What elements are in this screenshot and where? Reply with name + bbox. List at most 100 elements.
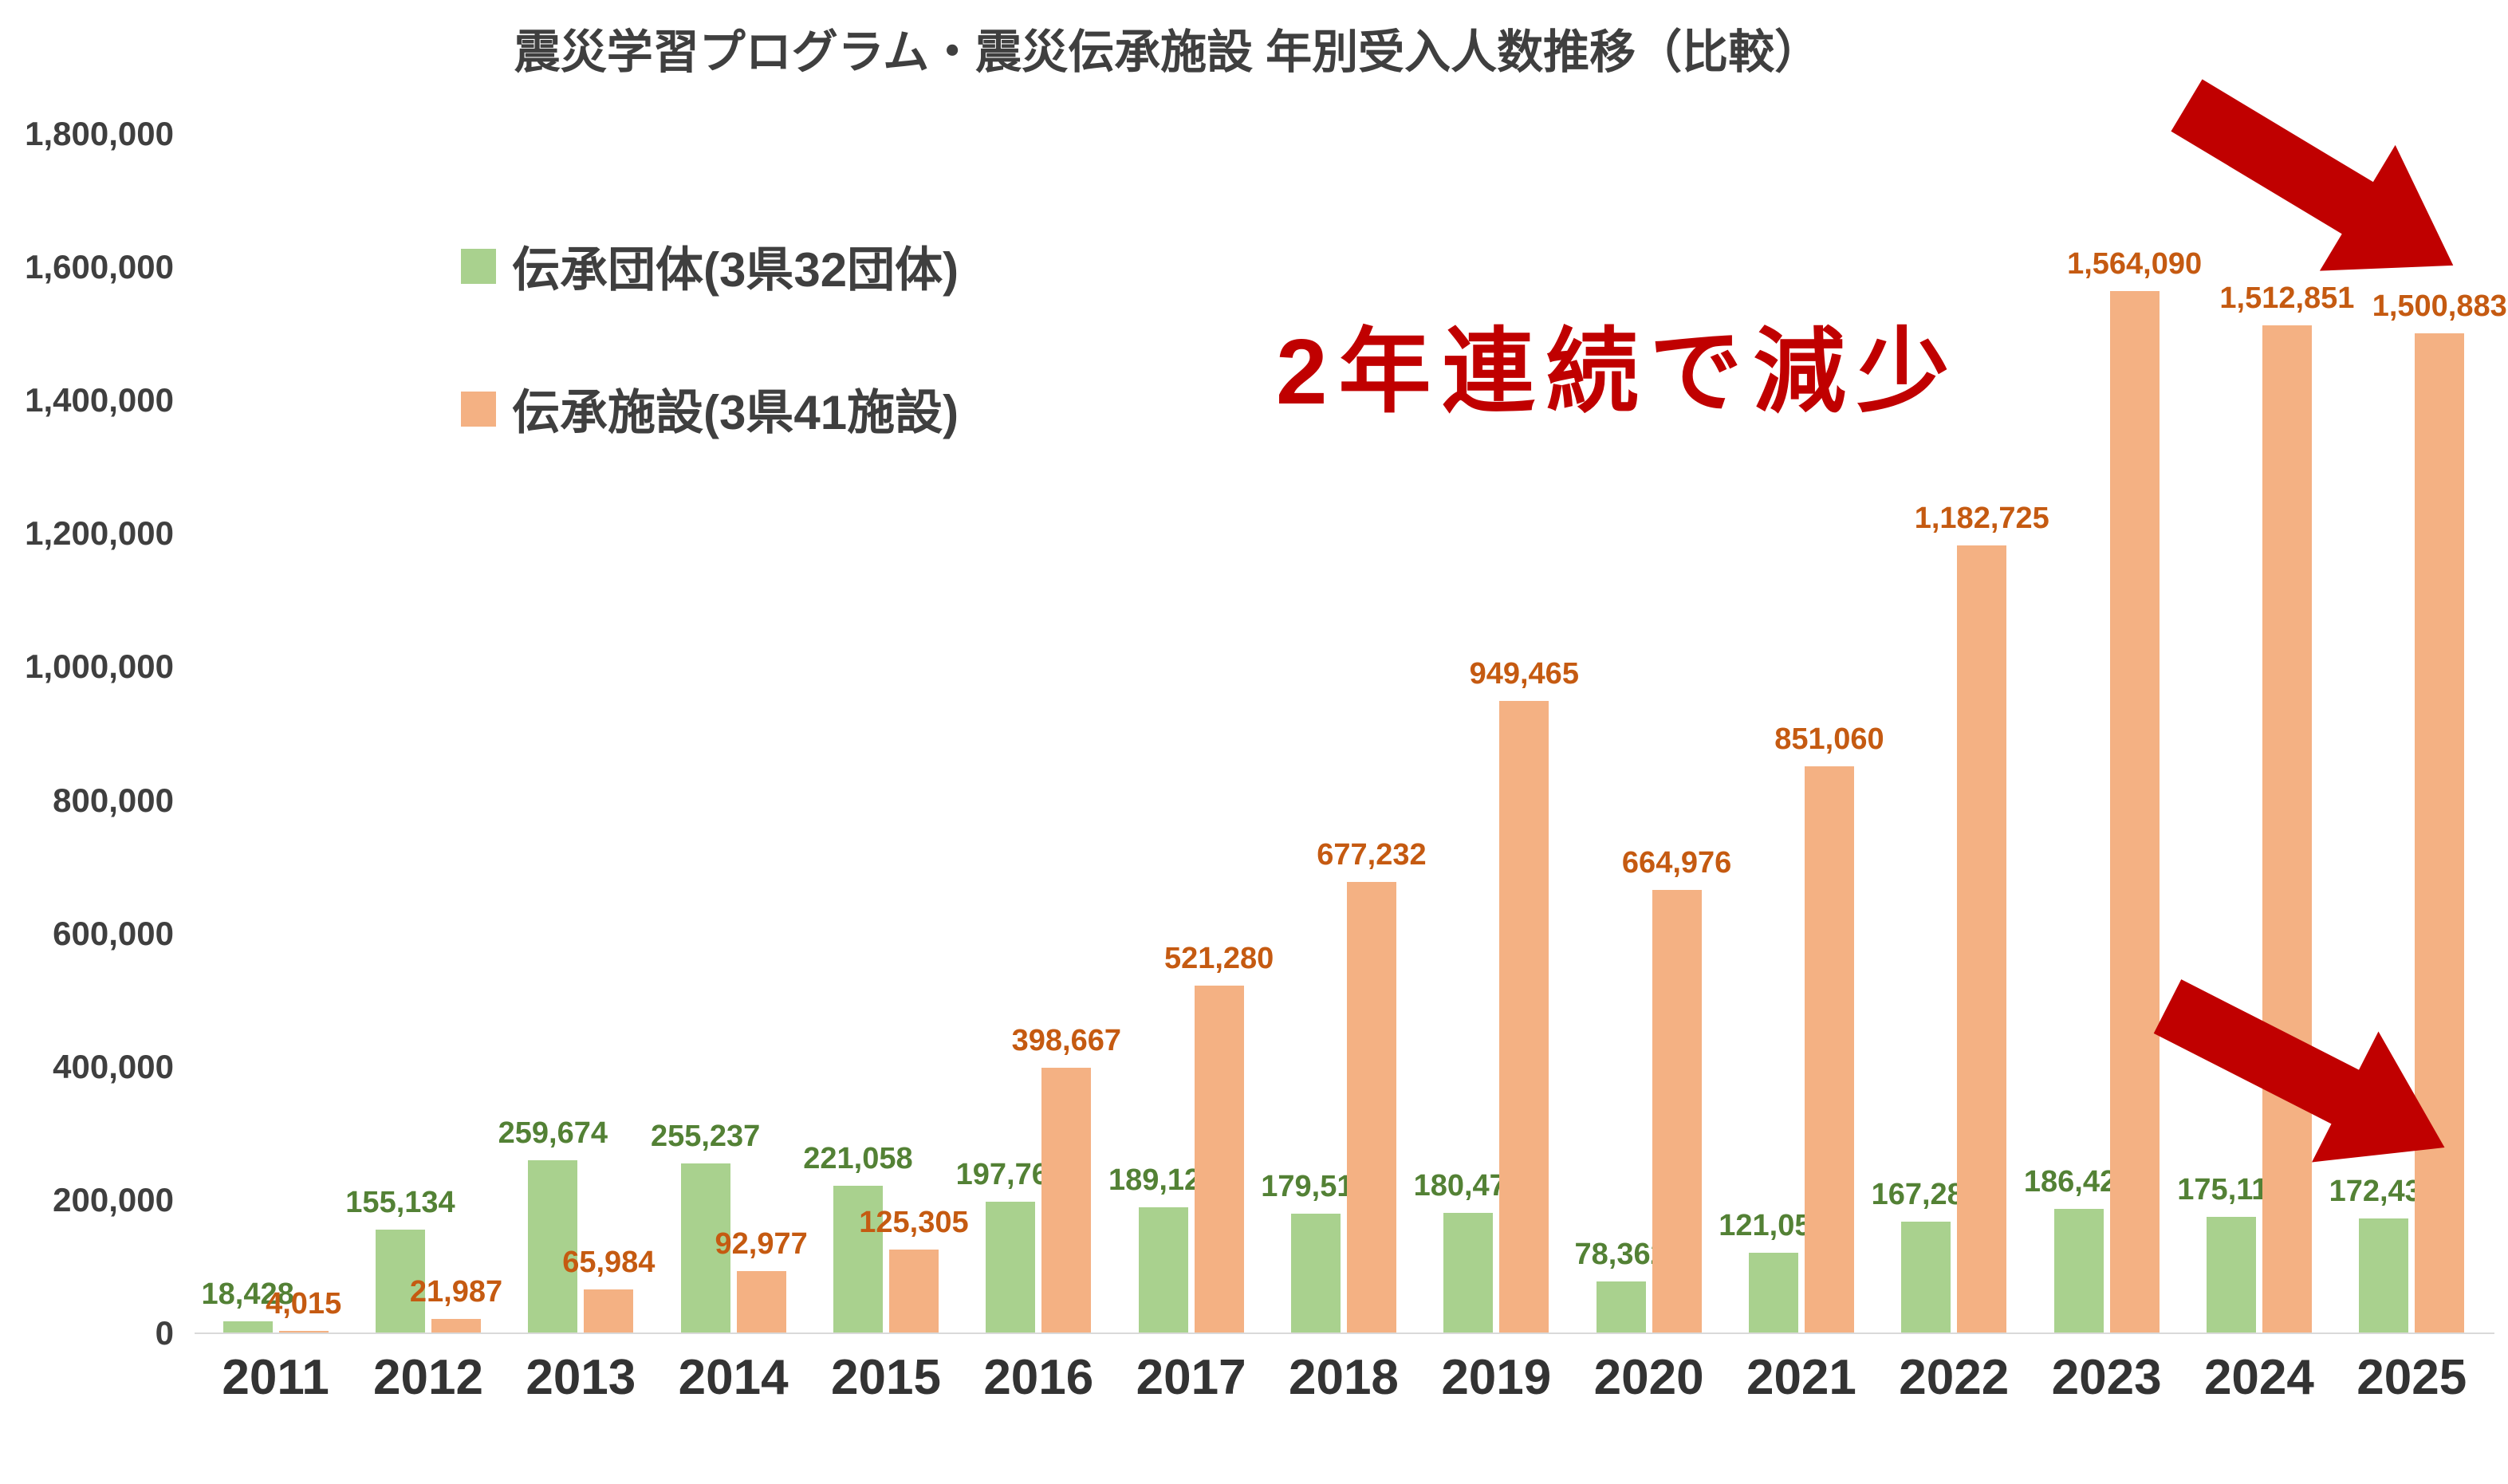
y-axis-tick-label: 1,400,000 [25, 381, 174, 419]
facilities-series-bar-wrap: 949,465 [1470, 657, 1579, 1333]
x-axis-year-label: 2012 [373, 1350, 483, 1405]
bar-group-2013: 259,674 65,984 2013 [498, 134, 657, 1405]
facilities-series-value-label: 125,305 [859, 1206, 969, 1240]
groups-series-bar [833, 1186, 883, 1333]
annotation-decline-text: 2年連続で減少 [1276, 320, 1961, 423]
chart-title: 震災学習プログラム・震災伝承施設 年別受入人数推移（比較） [514, 26, 1821, 78]
facilities-series-bar [888, 1250, 939, 1333]
facilities-series-bar-wrap: 21,987 [410, 1275, 502, 1333]
facilities-series-value-label: 521,280 [1163, 942, 1274, 976]
x-axis-year-label: 2018 [1288, 1350, 1399, 1405]
groups-series-bar [1901, 1222, 1951, 1333]
groups-series-bar-wrap: 255,237 [651, 1120, 760, 1333]
x-axis-baseline [195, 1332, 2494, 1334]
groups-series-bar-wrap: 155,134 [345, 1186, 455, 1333]
bar-group-2017: 189,128 521,280 2017 [1108, 134, 1274, 1405]
bar-group-2018: 179,518 677,232 2018 [1261, 134, 1426, 1405]
facilities-series-bar [2262, 325, 2312, 1333]
y-axis-tick-label: 200,000 [53, 1180, 174, 1218]
groups-series-value-label: 78,362 [1574, 1237, 1667, 1271]
groups-series-bar [222, 1321, 273, 1333]
facilities-series-value-label: 677,232 [1317, 838, 1427, 872]
facilities-series-bar [1957, 545, 2007, 1333]
groups-series-bar [2359, 1218, 2409, 1333]
bar-group-2020: 78,362 664,976 2020 [1573, 134, 1731, 1405]
legend-item-facilities: 伝承施設(3県41施設) [461, 374, 959, 443]
x-axis-year-label: 2015 [831, 1350, 941, 1405]
y-axis-tick-label: 400,000 [53, 1047, 174, 1085]
groups-series-bar-wrap: 180,479 [1414, 1169, 1523, 1333]
facilities-series-value-label: 92,977 [715, 1227, 808, 1262]
y-axis-tick-label: 1,200,000 [25, 514, 174, 553]
facilities-series-bar [2109, 291, 2160, 1333]
groups-series-bar [1138, 1207, 1188, 1333]
facilities-series-bar-wrap: 664,976 [1622, 846, 1731, 1333]
groups-series-value-label: 221,058 [803, 1142, 913, 1176]
facilities-series-bar [1346, 882, 1396, 1333]
x-axis-year-label: 2020 [1593, 1350, 1704, 1405]
groups-series-bar [1748, 1252, 1798, 1333]
groups-series-bar [1290, 1214, 1341, 1333]
facilities-series-value-label: 398,667 [1011, 1023, 1121, 1057]
groups-series-bar [528, 1160, 578, 1333]
bar-group-2025: 172,433 1,500,883 2025 [2329, 134, 2507, 1405]
y-axis: 0 200,000 400,000 600,000 800,000 1,000,000 1,… [0, 115, 182, 1352]
facilities-series-bar [278, 1330, 329, 1333]
groups-series-value-label: 259,674 [498, 1116, 608, 1150]
facilities-series-bar [1499, 700, 1549, 1333]
legend-swatch-green [461, 248, 496, 284]
facilities-series-bar [584, 1289, 634, 1333]
facilities-series-bar-wrap: 1,182,725 [1915, 502, 2049, 1333]
x-axis-year-label: 2011 [222, 1350, 329, 1405]
facilities-series-value-label: 1,500,883 [2372, 289, 2507, 323]
legend: 伝承団体(3県32団体) 伝承施設(3県41施設) [461, 231, 959, 443]
groups-series-bar-wrap: 259,674 [498, 1116, 608, 1333]
bar-group-2019: 180,479 949,465 2019 [1414, 134, 1579, 1405]
facilities-series-value-label: 949,465 [1469, 656, 1579, 691]
groups-series-value-label: 18,428 [201, 1277, 294, 1311]
plot-area: 18,428 4,015 2011 155,134 21,987 2012 259,674 6… [199, 134, 2507, 1405]
facilities-series-bar-wrap: 125,305 [859, 1206, 969, 1333]
groups-series-bar [680, 1163, 730, 1333]
groups-series-bar [986, 1201, 1036, 1333]
facilities-series-value-label: 1,512,851 [2219, 281, 2355, 315]
x-axis-year-label: 2025 [2356, 1350, 2467, 1405]
groups-series-bar-wrap: 121,054 [1719, 1209, 1829, 1333]
y-axis-tick-label: 600,000 [53, 914, 174, 952]
groups-series-bar-wrap: 78,362 [1574, 1238, 1667, 1333]
groups-series-bar-wrap: 179,518 [1261, 1170, 1371, 1333]
facilities-series-value-label: 21,987 [409, 1274, 503, 1309]
legend-swatch-orange [461, 391, 496, 427]
legend-label-groups: 伝承団体(3県32団体) [512, 243, 959, 297]
bar-group-2014: 255,237 92,977 2014 [651, 134, 809, 1405]
facilities-series-bar [2415, 333, 2465, 1333]
facilities-series-value-label: 1,182,725 [1914, 501, 2049, 535]
x-axis-year-label: 2022 [1899, 1350, 2010, 1405]
groups-series-bar [375, 1230, 425, 1333]
groups-series-bar-wrap: 167,285 [1872, 1178, 1981, 1333]
groups-series-bar [1443, 1213, 1494, 1333]
bar-group-2011: 18,428 4,015 2011 [199, 134, 352, 1405]
groups-series-bar-wrap: 189,128 [1108, 1163, 1218, 1333]
y-axis-tick-label: 1,800,000 [25, 115, 174, 152]
y-axis-tick-label: 1,000,000 [25, 648, 174, 686]
groups-series-bar-wrap: 18,428 [202, 1277, 294, 1333]
facilities-series-bar [1041, 1067, 1092, 1333]
facilities-series-value-label: 1,564,090 [2067, 247, 2203, 281]
x-axis-year-label: 2023 [2051, 1350, 2162, 1405]
facilities-series-bar-wrap: 521,280 [1164, 942, 1274, 1333]
facilities-series-bar [1194, 986, 1244, 1333]
facilities-series-bar [1804, 766, 1854, 1333]
y-axis-tick-label: 1,600,000 [25, 248, 174, 286]
facilities-series-bar-wrap: 851,060 [1774, 722, 1884, 1333]
groups-series-bar-wrap: 172,433 [2329, 1175, 2439, 1333]
facilities-series-value-label: 851,060 [1774, 722, 1884, 756]
y-axis-tick-label: 800,000 [53, 781, 174, 819]
facilities-series-value-label: 65,984 [562, 1245, 656, 1279]
x-axis-year-label: 2021 [1746, 1350, 1856, 1405]
groups-series-value-label: 255,237 [650, 1119, 761, 1153]
x-axis-year-label: 2014 [678, 1350, 789, 1405]
bar-group-2023: 186,423 1,564,090 2023 [2024, 134, 2202, 1405]
facilities-series-bar-wrap: 1,564,090 [2067, 247, 2202, 1333]
